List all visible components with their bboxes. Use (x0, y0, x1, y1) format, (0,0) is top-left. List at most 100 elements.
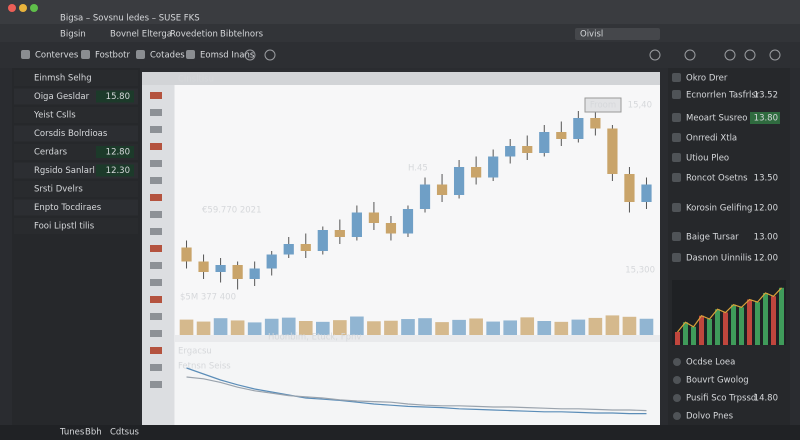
menu-item[interactable]: Bigsin (60, 30, 86, 40)
chart-tool[interactable] (150, 211, 162, 218)
watch-label[interactable]: Bouvrt Gwolog (686, 376, 749, 386)
sidebar-row[interactable] (14, 125, 138, 142)
candle-body (232, 265, 243, 279)
volume-bar (264, 318, 279, 335)
chart-tool[interactable] (150, 364, 162, 371)
watch-label[interactable]: Meoart Susreo (686, 114, 747, 124)
toolbar-button[interactable]: Conterves (35, 51, 79, 61)
chart-annotation: €59.770 2021 (202, 206, 261, 216)
candle-body (351, 212, 362, 237)
sidebar-row[interactable] (14, 107, 138, 123)
mini-chart-bg (672, 280, 786, 345)
chart-tool[interactable] (150, 313, 162, 320)
chart-tool[interactable] (150, 126, 162, 133)
chart-tool[interactable] (150, 92, 162, 99)
toolbar-icon (186, 50, 195, 59)
watch-label[interactable]: Ocdse Loea (686, 358, 735, 368)
chart-tool[interactable] (150, 296, 162, 303)
candle-body (436, 184, 448, 195)
toolbar-icon-button[interactable] (769, 49, 781, 61)
volume-bar (537, 321, 552, 335)
candle-body (488, 156, 499, 178)
candle-body (317, 230, 328, 251)
chart-tool[interactable] (150, 347, 162, 354)
watch-label[interactable]: Ecnorrlen Tasfrlsr (686, 91, 760, 101)
toolbar-icon-button[interactable] (684, 49, 696, 61)
menu-item[interactable]: Bibtelnors (220, 30, 264, 40)
toolbar-icon-button[interactable] (244, 49, 256, 61)
volume-bar (554, 321, 569, 335)
window-control[interactable] (8, 4, 16, 12)
candle-body (249, 268, 260, 279)
toolbar-icon (136, 50, 145, 59)
chart-tool[interactable] (150, 194, 162, 201)
toolbar-button[interactable]: Eomsd Inans (200, 51, 255, 61)
toolbar-icon-button[interactable] (724, 49, 736, 61)
chart-tool[interactable] (150, 330, 162, 337)
toolbar-icon (81, 50, 90, 59)
chart-tool[interactable] (150, 177, 162, 184)
status-item[interactable]: Tunes (59, 428, 85, 438)
chart-tool[interactable] (150, 228, 162, 235)
search-field[interactable] (575, 28, 660, 40)
chart-button[interactable] (584, 97, 622, 113)
toolbar-icon-button[interactable] (649, 49, 661, 61)
window-control[interactable] (19, 4, 27, 12)
volume-bar (605, 315, 620, 335)
toolbar-icon-button[interactable] (744, 49, 756, 61)
volume-bar (520, 317, 535, 335)
candle-body (368, 212, 380, 223)
chart-tool[interactable] (150, 109, 162, 116)
chart-tool[interactable] (150, 160, 162, 167)
chart-tool[interactable] (150, 143, 162, 150)
toolbar-button[interactable]: Fostbotr (95, 51, 130, 61)
watch-label[interactable]: Korosin Gelifing (686, 204, 752, 214)
volume-bar (196, 321, 211, 335)
watch-label[interactable]: Pusifi Sco Trpssd (686, 394, 756, 404)
status-item[interactable]: Cdtsus (110, 428, 139, 438)
watch-icon (672, 73, 681, 82)
volume-bar (588, 317, 603, 335)
watch-label[interactable]: Utiou Pleo (686, 154, 729, 164)
candle-body (215, 265, 226, 272)
indicator-header: Ergacsu (178, 347, 212, 357)
sidebar-value: 15.80 (106, 92, 130, 102)
mini-bar (731, 304, 736, 345)
toolbar-icon-button[interactable] (264, 49, 276, 61)
volume-bar (350, 316, 364, 335)
watch-icon (672, 253, 681, 262)
candle-body (402, 209, 414, 234)
chart-tool[interactable] (150, 279, 162, 286)
mini-bar (691, 326, 696, 345)
candle-body (624, 174, 635, 202)
chart-tool[interactable] (150, 245, 162, 252)
sidebar-row[interactable] (14, 218, 138, 234)
chart-tool[interactable] (150, 381, 162, 388)
window-control[interactable] (30, 4, 38, 12)
volume-bar (622, 316, 637, 335)
volume-bar (213, 318, 228, 335)
watch-label[interactable]: Baige Tursar (686, 233, 739, 243)
indicator-label: Fetnsn Seiss (178, 362, 231, 372)
sidebar-value-bg (96, 146, 134, 158)
chart-tool[interactable] (150, 262, 162, 269)
candle-body (505, 146, 516, 157)
watch-value: 13.52 (754, 91, 778, 101)
sidebar-row[interactable] (14, 199, 138, 216)
toolbar-button[interactable]: Cotades (150, 51, 185, 61)
sidebar-label: Oiga Gesldar (34, 92, 90, 102)
watch-value-bg (750, 112, 780, 124)
watch-label[interactable]: Roncot Osetns (686, 174, 748, 184)
menu-item[interactable]: Rovedetion (170, 30, 218, 40)
sidebar-row[interactable] (14, 181, 138, 197)
watch-label[interactable]: Okro Drer (686, 74, 728, 84)
sidebar-row[interactable] (14, 70, 138, 86)
volume-bar (230, 320, 245, 335)
watch-label[interactable]: Dasnon Uinnilis (686, 254, 752, 264)
candle-body (607, 128, 618, 174)
watch-label[interactable]: Dolvo Pnes (686, 412, 734, 422)
status-item[interactable]: Bbh (85, 428, 102, 438)
menu-item[interactable]: Bovnel Elterga (110, 30, 172, 40)
chart-tab[interactable]: Cinsltisu (178, 75, 214, 85)
watch-label[interactable]: Onrredi Xtla (686, 134, 737, 144)
